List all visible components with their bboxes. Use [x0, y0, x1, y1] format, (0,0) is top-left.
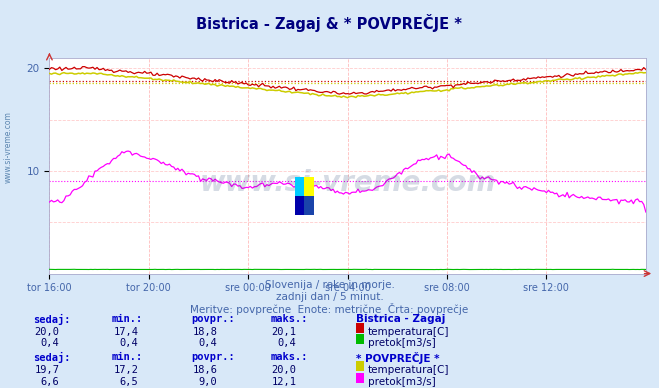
Text: 20,0: 20,0 [272, 365, 297, 375]
Text: www.si-vreme.com: www.si-vreme.com [200, 169, 496, 197]
Text: maks.:: maks.: [270, 314, 308, 324]
Text: * POVPREČJE *: * POVPREČJE * [356, 352, 440, 364]
Text: pretok[m3/s]: pretok[m3/s] [368, 338, 436, 348]
Bar [295, 177, 304, 196]
Text: Bistrica - Zagaj: Bistrica - Zagaj [356, 314, 445, 324]
Text: 6,6: 6,6 [41, 377, 59, 387]
Text: 0,4: 0,4 [41, 338, 59, 348]
Text: temperatura[C]: temperatura[C] [368, 365, 449, 375]
Text: povpr.:: povpr.: [191, 314, 235, 324]
Text: 20,1: 20,1 [272, 327, 297, 337]
Text: 12,1: 12,1 [272, 377, 297, 387]
Bar [304, 177, 314, 196]
Text: 0,4: 0,4 [199, 338, 217, 348]
Text: 17,2: 17,2 [113, 365, 138, 375]
Text: maks.:: maks.: [270, 352, 308, 362]
Text: 17,4: 17,4 [113, 327, 138, 337]
Text: sedaj:: sedaj: [33, 352, 71, 363]
Text: 6,5: 6,5 [120, 377, 138, 387]
Text: 0,4: 0,4 [120, 338, 138, 348]
Text: zadnji dan / 5 minut.: zadnji dan / 5 minut. [275, 292, 384, 302]
Text: Meritve: povprečne  Enote: metrične  Črta: povprečje: Meritve: povprečne Enote: metrične Črta:… [190, 303, 469, 315]
Bar [295, 196, 304, 215]
Text: min.:: min.: [112, 314, 143, 324]
Text: 18,6: 18,6 [192, 365, 217, 375]
Text: povpr.:: povpr.: [191, 352, 235, 362]
Text: Bistrica - Zagaj & * POVPREČJE *: Bistrica - Zagaj & * POVPREČJE * [196, 14, 463, 31]
Text: sedaj:: sedaj: [33, 314, 71, 324]
Text: Slovenija / reke in morje.: Slovenija / reke in morje. [264, 280, 395, 290]
Text: 18,8: 18,8 [192, 327, 217, 337]
Text: pretok[m3/s]: pretok[m3/s] [368, 377, 436, 387]
Text: 20,0: 20,0 [34, 327, 59, 337]
Text: 19,7: 19,7 [34, 365, 59, 375]
Bar [304, 196, 314, 215]
Text: www.si-vreme.com: www.si-vreme.com [4, 111, 13, 184]
Text: 0,4: 0,4 [278, 338, 297, 348]
Text: 9,0: 9,0 [199, 377, 217, 387]
Text: min.:: min.: [112, 352, 143, 362]
Text: temperatura[C]: temperatura[C] [368, 327, 449, 337]
